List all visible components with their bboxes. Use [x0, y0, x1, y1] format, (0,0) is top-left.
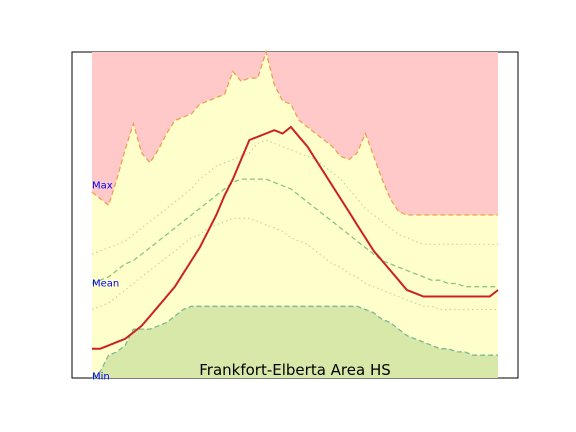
upper-percentile-line	[91, 139, 498, 255]
max-edge-line	[91, 49, 498, 216]
min-band-area	[92, 306, 498, 378]
min-edge-line	[91, 305, 498, 379]
mean-label: Mean	[92, 279, 119, 290]
actual-line	[92, 125, 499, 350]
min-label: Min	[92, 371, 110, 382]
chart-title: Frankfort-Elberta Area HS	[199, 361, 391, 379]
plot-content	[91, 49, 499, 379]
mean-line	[91, 178, 498, 288]
max-label: Max	[92, 181, 113, 192]
normal-band-area	[92, 52, 498, 378]
max-band-area	[92, 52, 498, 215]
